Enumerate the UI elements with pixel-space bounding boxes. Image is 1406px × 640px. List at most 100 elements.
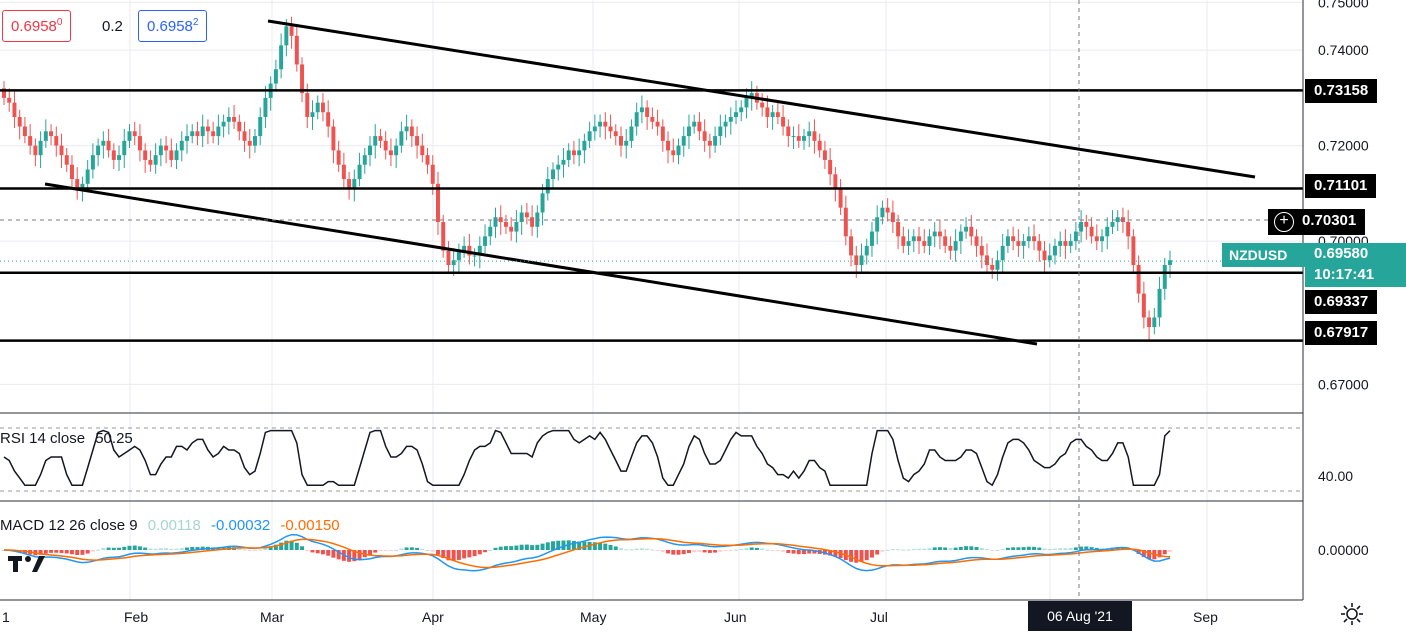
macd-histogram-bar bbox=[791, 550, 796, 554]
price-tick-label: 0.72000 bbox=[1318, 138, 1369, 154]
time-tick-label: Mar bbox=[260, 609, 284, 625]
time-tick-label: 1 bbox=[2, 609, 10, 625]
candle-body bbox=[1100, 236, 1105, 242]
time-axis[interactable]: 1 Feb Mar Apr May Jun Jul Sep bbox=[2, 609, 1218, 625]
candle-body bbox=[869, 231, 874, 246]
price-tick-label: 0.67000 bbox=[1318, 376, 1369, 392]
candle-body bbox=[258, 116, 263, 137]
candle-body bbox=[28, 136, 33, 146]
macd-histogram-bar bbox=[258, 549, 263, 551]
candle-body bbox=[551, 169, 556, 180]
candle-body bbox=[7, 97, 12, 103]
macd-histogram-bar bbox=[979, 547, 984, 550]
candle-body bbox=[849, 236, 854, 256]
macd-histogram-bar bbox=[1084, 546, 1089, 550]
candle-body bbox=[760, 102, 765, 108]
macd-histogram-bar bbox=[242, 549, 247, 551]
macd-histogram-bar bbox=[111, 547, 116, 550]
macd-histogram-bar bbox=[368, 550, 372, 555]
candle-body bbox=[205, 126, 210, 132]
candle-body bbox=[164, 145, 169, 151]
candle-body bbox=[749, 93, 754, 98]
crosshair-plus-icon[interactable]: + bbox=[1274, 212, 1294, 232]
ask-price-suffix: 2 bbox=[192, 17, 199, 28]
ask-price-badge[interactable]: 0.69582 bbox=[138, 10, 208, 42]
candle-body bbox=[289, 26, 294, 36]
macd-histogram-bar bbox=[488, 549, 493, 551]
countdown-time: 10:17:41 bbox=[1314, 266, 1375, 283]
candle-body bbox=[639, 107, 644, 113]
candle-body bbox=[179, 140, 184, 151]
price-axis[interactable]: 0.750000.740000.720000.670000.7000040.00… bbox=[1318, 0, 1369, 558]
candle-body bbox=[17, 116, 22, 127]
candle-body bbox=[524, 212, 529, 218]
candle-body bbox=[284, 26, 289, 46]
current-price-tag: 0.69580 10:17:41 bbox=[1305, 243, 1406, 287]
rsi-legend[interactable]: RSI 14 close 50.25 bbox=[0, 430, 133, 447]
macd-histogram-bar bbox=[985, 549, 989, 551]
candle-body bbox=[80, 183, 85, 189]
macd-histogram-bar bbox=[284, 540, 289, 550]
candle-body bbox=[143, 150, 148, 160]
candle-body bbox=[540, 193, 545, 213]
macd-histogram-bar bbox=[739, 548, 744, 550]
candle-body bbox=[592, 126, 597, 132]
macd-histogram-bar bbox=[770, 550, 775, 551]
macd-histogram-bar bbox=[906, 549, 911, 551]
candle-body bbox=[817, 140, 822, 151]
candle-body bbox=[911, 236, 916, 242]
candle-body bbox=[347, 179, 352, 189]
candle-body bbox=[1084, 222, 1089, 227]
candle-body bbox=[43, 131, 48, 141]
macd-histogram-bar bbox=[676, 550, 681, 555]
candle-body bbox=[770, 112, 775, 117]
bid-price-badge[interactable]: 0.69580 bbox=[2, 10, 72, 42]
macd-histogram-bar bbox=[247, 550, 252, 551]
candle-body bbox=[503, 222, 508, 227]
macd-histogram-bar bbox=[660, 550, 665, 552]
candle-body bbox=[425, 155, 430, 165]
candle-body bbox=[2, 88, 6, 98]
macd-histogram-bar bbox=[415, 547, 420, 550]
candle-body bbox=[618, 136, 623, 146]
macd-histogram-bar bbox=[1052, 548, 1057, 550]
candle-body bbox=[833, 174, 838, 189]
macd-histogram-bar bbox=[561, 540, 566, 550]
macd-histogram-bar bbox=[190, 546, 195, 550]
macd-histogram-bar bbox=[775, 550, 780, 551]
macd-histogram-bar bbox=[132, 545, 137, 550]
macd-histogram-bar bbox=[1016, 547, 1021, 550]
macd-histogram-bar bbox=[1021, 547, 1026, 550]
macd-histogram-bar bbox=[932, 547, 937, 550]
candle-body bbox=[462, 245, 467, 251]
crosshair-date: 06 Aug '21 bbox=[1047, 608, 1113, 624]
candle-body bbox=[477, 245, 482, 256]
tradingview-logo[interactable] bbox=[6, 548, 46, 578]
candle-body bbox=[1021, 241, 1026, 246]
candle-body bbox=[828, 159, 833, 175]
macd-histogram-bar bbox=[686, 550, 691, 554]
candle-body bbox=[158, 145, 163, 156]
macd-histogram-bar bbox=[1079, 546, 1084, 550]
macd-histogram-bar bbox=[300, 546, 305, 550]
candle-body bbox=[1058, 241, 1063, 246]
level-label-67917: 0.67917 bbox=[1305, 321, 1378, 345]
candle-body bbox=[556, 164, 561, 170]
candle-body bbox=[718, 126, 723, 137]
macd-histogram-bar bbox=[618, 548, 623, 550]
macd-legend[interactable]: MACD 12 26 close 9 0.00118 -0.00032 -0.0… bbox=[0, 517, 340, 534]
macd-histogram-bar bbox=[718, 550, 723, 552]
candle-body bbox=[587, 131, 592, 141]
macd-histogram-bar bbox=[96, 549, 101, 551]
gear-icon[interactable] bbox=[1340, 602, 1364, 626]
macd-histogram-bar bbox=[216, 547, 221, 550]
macd-histogram-bar bbox=[964, 546, 969, 550]
candle-body bbox=[728, 116, 733, 122]
candle-body bbox=[974, 236, 979, 246]
candle-body bbox=[1136, 264, 1141, 294]
macd-histogram-bar bbox=[639, 548, 644, 550]
candle-body bbox=[488, 226, 493, 237]
macd-histogram-bar bbox=[90, 550, 95, 552]
macd-histogram-bar bbox=[582, 541, 587, 550]
